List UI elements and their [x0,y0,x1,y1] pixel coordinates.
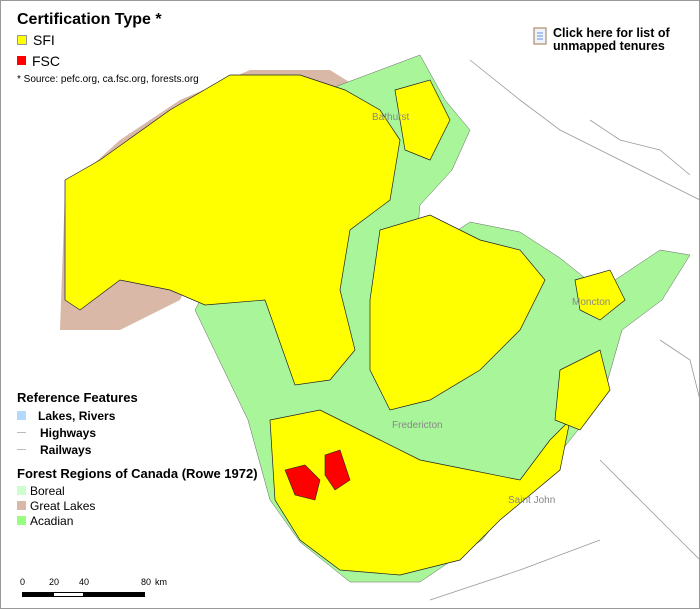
scale-bar-segments [22,592,172,597]
fsc-tenures [284,449,351,501]
sfi-tenures-central [369,214,546,411]
link-line2[interactable]: unmapped tenures [553,39,665,53]
highway-line-symbol [17,432,26,433]
forest-regions-legend: Forest Regions of Canada (Rowe 1972) Bor… [17,466,258,528]
scale-tick: 0 [20,577,26,587]
fsc-swatch [17,56,26,65]
sfi-tenures-south [269,409,571,576]
city-moncton: Moncton [572,297,610,308]
scale-unit: km [155,577,167,587]
boreal-swatch [17,486,26,495]
legend-label: SFI [33,31,55,48]
legend-item-boreal: Boreal [17,483,258,498]
legend-item-fsc: FSC [17,51,199,70]
sfi-tenures-east [554,349,611,431]
scale-bar: 0 20 40 80 km [20,577,172,597]
legend-item-railways: Railways [17,441,138,458]
acadian-swatch [17,516,26,525]
legend-label: Highways [40,425,97,440]
sfi-tenures-west [64,74,401,386]
lakes-swatch [17,411,26,420]
legend-item-acadian: Acadian [17,513,258,528]
unmapped-tenures-link[interactable]: Click here for list of unmapped tenures [533,27,670,53]
scale-tick: 20 [49,577,60,587]
legend-label: Lakes, Rivers [38,408,116,423]
certification-title: Certification Type * [17,11,162,28]
link-line1[interactable]: Click here for list of [553,26,670,40]
legend-label: Great Lakes [30,498,96,513]
scale-tick: 40 [79,577,90,587]
legend-item-sfi: SFI [17,30,199,49]
forest-regions-title: Forest Regions of Canada (Rowe 1972) [17,466,258,481]
coastline [429,59,700,601]
sfi-tenures-northeast [394,79,451,161]
reference-legend: Reference Features Lakes, Rivers Highway… [17,390,138,458]
legend-item-great-lakes: Great Lakes [17,498,258,513]
legend-item-highways: Highways [17,424,138,441]
city-labels: Bathurst Moncton Fredericton Saint John [372,112,610,506]
legend-item-lakes: Lakes, Rivers [17,407,138,424]
city-bathurst: Bathurst [372,112,409,123]
sfi-tenures-moncton [574,269,626,321]
reference-title: Reference Features [17,390,138,405]
railway-line-symbol [17,449,26,450]
source-note: * Source: pefc.org, ca.fsc.org, forests.… [17,74,199,85]
city-fredericton: Fredericton [392,420,443,431]
great-lakes-swatch [17,501,26,510]
sfi-swatch [17,34,27,45]
legend-label: Acadian [30,513,74,528]
legend-label: Boreal [30,483,65,498]
scale-tick: 80 [141,577,152,587]
legend-label: FSC [32,52,60,69]
city-saint-john: Saint John [508,495,555,506]
notepad-icon [533,27,547,45]
legend-label: Railways [40,442,92,457]
certification-legend: Certification Type * SFI FSC * Source: p… [17,11,199,85]
